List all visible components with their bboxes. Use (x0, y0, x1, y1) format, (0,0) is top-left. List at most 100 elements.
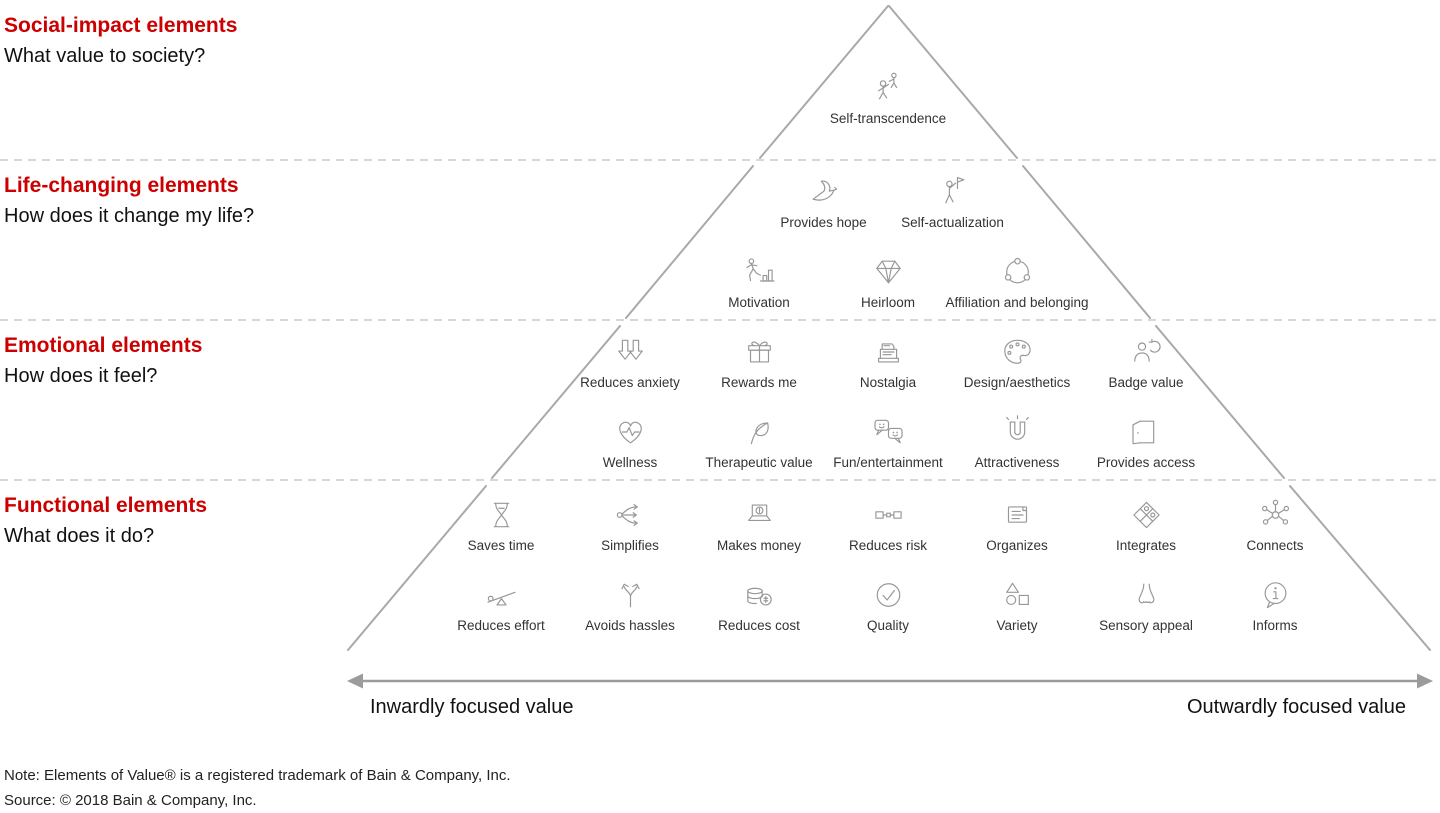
value-element: Simplifies (566, 493, 695, 553)
value-element: Rewards me (695, 330, 824, 390)
leaf-icon (741, 410, 777, 450)
value-element: Self-actualization (888, 170, 1017, 230)
value-element: Variety (953, 573, 1082, 633)
row-life-changing-1: Provides hope Self-actualization (759, 170, 1017, 230)
value-element: Avoids hassles (566, 573, 695, 633)
element-label: Affiliation and belonging (945, 295, 1089, 310)
arrowhead-left (347, 673, 363, 689)
climbers-icon (870, 66, 906, 106)
element-label: Self-actualization (901, 215, 1004, 230)
element-label: Integrates (1115, 538, 1177, 553)
element-label: Fun/entertainment (833, 455, 943, 470)
element-label: Quality (866, 618, 910, 633)
person-arrows-icon (1128, 330, 1164, 370)
pyramid-outline (347, 5, 1431, 651)
value-element: Organizes (953, 493, 1082, 553)
nose-icon (1128, 573, 1164, 613)
trademark-note: Note: Elements of Value® is a registered… (4, 767, 511, 784)
element-label: Saves time (467, 538, 535, 553)
element-label: Badge value (1108, 375, 1184, 390)
value-element: Therapeutic value (695, 410, 824, 470)
element-label: Sensory appeal (1099, 618, 1193, 633)
tier-question: How does it change my life? (4, 205, 255, 227)
value-element: Integrates (1082, 493, 1211, 553)
element-label: Reduces effort (457, 618, 545, 633)
cash-register-icon (870, 330, 906, 370)
value-element: Reduces cost (695, 573, 824, 633)
element-label: Informs (1252, 618, 1298, 633)
row-social-impact: Self-transcendence (824, 66, 953, 126)
tier-label-emotional: Emotional elements How does it feel? (4, 334, 202, 388)
element-label: Simplifies (601, 538, 659, 553)
tier-heading: Emotional elements (4, 334, 203, 357)
element-label: Motivation (728, 295, 790, 310)
shapes-icon (999, 573, 1035, 613)
element-label: Heirloom (860, 295, 915, 310)
row-life-changing-2: Motivation Heirloom Affiliation and belong… (695, 250, 1089, 310)
element-label: Makes money (716, 538, 802, 553)
element-label: Rewards me (721, 375, 797, 390)
element-label: Provides access (1096, 455, 1196, 470)
element-label: Wellness (602, 455, 658, 470)
axis-label-outward: Outwardly focused value (1186, 696, 1406, 718)
source-note: Source: © 2018 Bain & Company, Inc. (4, 792, 257, 809)
value-element: Affiliation and belonging (945, 250, 1089, 310)
heart-pulse-icon (612, 410, 648, 450)
dove-icon (806, 170, 842, 210)
element-label: Therapeutic value (705, 455, 813, 470)
value-element: Provides access (1082, 410, 1211, 470)
row-emotional-1: Reduces anxiety Rewards me Nostalgia Design… (566, 330, 1211, 390)
tier-label-functional: Functional elements What does it do? (4, 494, 207, 548)
element-label: Reduces cost (718, 618, 800, 633)
tier-label-social-impact: Social-impact elements What value to soc… (4, 14, 237, 68)
element-label: Attractiveness (974, 455, 1060, 470)
element-label: Nostalgia (859, 375, 917, 390)
element-label: Avoids hassles (585, 618, 675, 633)
tier-question: How does it feel? (4, 365, 158, 387)
value-element: Connects (1211, 493, 1340, 553)
value-element: Sensory appeal (1082, 573, 1211, 633)
value-element: Badge value (1082, 330, 1211, 390)
value-element: Informs (1211, 573, 1340, 633)
element-label: Variety (996, 618, 1038, 633)
row-emotional-2: Wellness Therapeutic value Fun/entertainme… (566, 410, 1211, 470)
tier-heading: Social-impact elements (4, 14, 238, 37)
value-element: Provides hope (759, 170, 888, 230)
fork-arrows-icon (612, 573, 648, 613)
gift-icon (741, 330, 777, 370)
value-element: Makes money (695, 493, 824, 553)
chat-smileys-icon (870, 410, 906, 450)
seatbelt-icon (870, 493, 906, 533)
footnotes: Note: Elements of Value® is a registered… (4, 763, 511, 813)
value-element: Saves time (437, 493, 566, 553)
puzzle-icon (1128, 493, 1164, 533)
value-element: Reduces anxiety (566, 330, 695, 390)
value-element: Self-transcendence (824, 66, 953, 126)
laptop-dollar-icon (741, 493, 777, 533)
row-functional-2: Reduces effort Avoids hassles Reduces cost… (437, 573, 1340, 633)
element-label: Self-transcendence (829, 111, 947, 126)
check-circle-icon (870, 573, 906, 613)
note-card-icon (999, 493, 1035, 533)
network-icon (1257, 493, 1293, 533)
coins-icon (741, 573, 777, 613)
branch-arrows-icon (612, 493, 648, 533)
open-door-icon (1128, 410, 1164, 450)
people-circle-icon (999, 250, 1035, 290)
hourglass-icon (483, 493, 519, 533)
magnet-icon (999, 410, 1035, 450)
tier-label-life-changing: Life-changing elements How does it chang… (4, 174, 254, 228)
lever-icon (483, 573, 519, 613)
element-label: Connects (1246, 538, 1304, 553)
runner-chart-icon (741, 250, 777, 290)
tier-heading: Functional elements (4, 494, 208, 517)
element-label: Design/aesthetics (963, 375, 1071, 390)
palette-icon (999, 330, 1035, 370)
element-label: Reduces risk (848, 538, 928, 553)
element-label: Organizes (986, 538, 1048, 553)
tier-question: What value to society? (4, 45, 206, 67)
element-label: Reduces anxiety (580, 375, 680, 390)
tier-heading: Life-changing elements (4, 174, 239, 197)
value-element: Wellness (566, 410, 695, 470)
